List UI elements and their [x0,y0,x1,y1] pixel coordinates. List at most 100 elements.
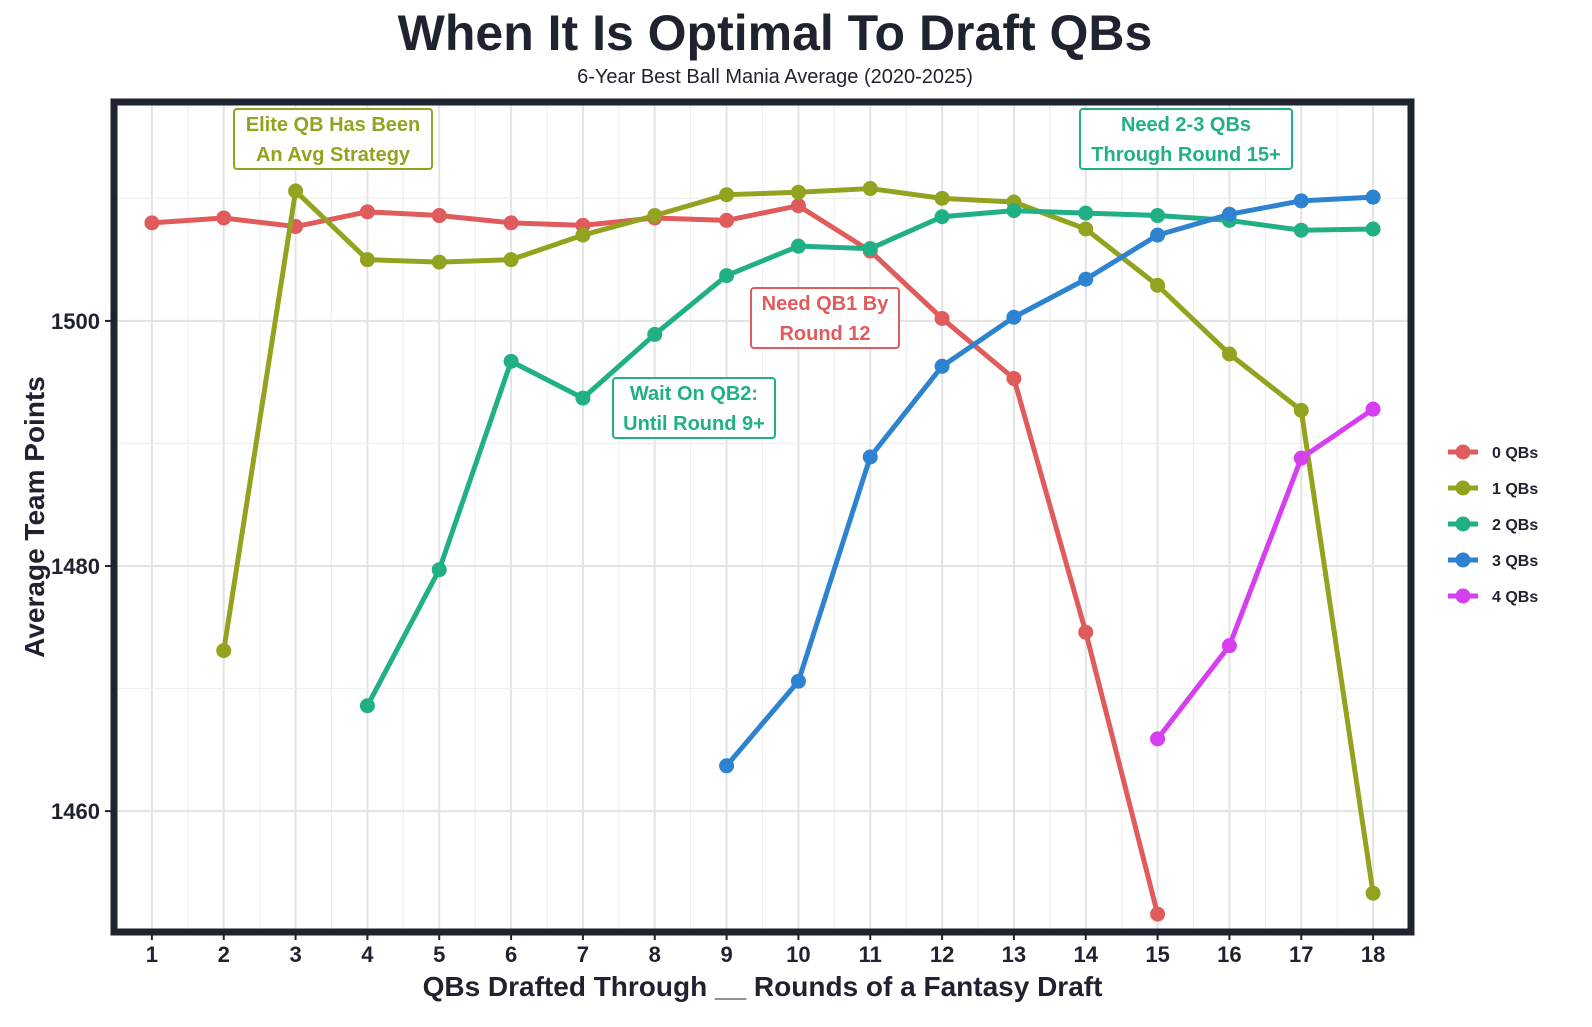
annotations: Elite QB Has Been An Avg Strategy Need 2-3… [233,108,1293,439]
data-point [431,562,447,578]
data-point [1150,227,1166,243]
legend-swatch-dot [1455,444,1471,460]
data-point [719,758,735,774]
legend-swatch-dot [1455,588,1471,604]
data-point [719,268,735,284]
data-point [1293,193,1309,209]
annotation-text: Through Round 15+ [1091,144,1280,166]
data-point [647,326,663,342]
x-tick-label: 18 [1361,942,1385,967]
data-point [790,673,806,689]
data-point [862,241,878,257]
legend-label: 4 QBs [1492,589,1538,606]
data-point [1365,885,1381,901]
data-point [1150,277,1166,293]
x-tick-label: 2 [218,942,230,967]
data-point [934,209,950,225]
data-point [1365,401,1381,417]
data-point [1293,222,1309,238]
data-point [1365,221,1381,237]
series-lines [144,181,1381,922]
data-point [719,212,735,228]
data-point [1006,309,1022,325]
data-point [1078,624,1094,640]
x-tick-label: 1 [146,942,158,967]
legend-swatch-dot [1455,480,1471,496]
series-line [724,194,1376,769]
series-4 [1150,401,1381,747]
data-point [359,252,375,268]
annotation-box: Need QB1 By Round 12 [750,287,900,349]
annotation-text: Elite QB Has Been [246,114,421,136]
data-point [862,181,878,197]
chart-subtitle: 6-Year Best Ball Mania Average (2020-202… [577,66,973,88]
data-point [790,198,806,214]
data-point [1365,189,1381,205]
data-point [647,208,663,224]
data-point [934,358,950,374]
data-point [216,643,232,659]
data-point [1150,208,1166,224]
series-line [1155,406,1376,742]
data-point [790,184,806,200]
x-tick-label: 15 [1145,942,1169,967]
x-tick-label: 8 [649,942,661,967]
data-point [359,698,375,714]
data-point [1006,371,1022,387]
data-point [575,227,591,243]
data-point [1221,346,1237,362]
panel-border [110,98,1415,936]
annotation-box: Need 2-3 QBs Through Round 15+ [1079,108,1293,170]
x-axis-label: QBs Drafted Through __ Rounds of a Fanta… [423,971,1103,1002]
data-point [216,210,232,226]
data-point [503,252,519,268]
legend-label: 1 QBs [1492,481,1538,498]
x-tick-label: 11 [859,942,882,967]
legend-item: 0 QBs [1448,444,1538,462]
x-tick-label: 16 [1217,942,1241,967]
annotation-text: Until Round 9+ [623,413,765,435]
annotation-text: An Avg Strategy [256,144,411,166]
annotation-text: Wait On QB2: [630,383,758,405]
data-point [503,215,519,231]
data-point [144,215,160,231]
annotation-frame [233,108,433,170]
data-point [862,449,878,465]
x-tick-label: 10 [786,942,810,967]
data-point [359,204,375,220]
y-tick-label: 1460 [51,799,100,824]
series-3 [719,189,1381,774]
data-point [1006,203,1022,219]
data-point [1150,906,1166,922]
data-point [431,208,447,224]
annotation-text: Round 12 [779,323,870,345]
x-tick-label: 5 [433,942,445,967]
x-tick-label: 4 [361,942,374,967]
legend-item: 3 QBs [1448,552,1538,570]
y-tick-label: 1480 [51,554,100,579]
x-tick-label: 12 [930,942,954,967]
legend-item: 4 QBs [1448,588,1538,606]
legend-item: 2 QBs [1448,516,1538,534]
data-point [288,183,304,199]
legend-label: 2 QBs [1492,517,1538,534]
data-point [934,190,950,206]
chart-title: When It Is Optimal To Draft QBs [397,5,1153,61]
legend-swatch-dot [1455,516,1471,532]
data-point [1078,205,1094,221]
data-point [790,238,806,254]
data-point [1078,271,1094,287]
data-point [575,390,591,406]
data-point [503,353,519,369]
annotation-frame [1079,108,1293,170]
series-1 [216,181,1381,901]
legend-label: 0 QBs [1492,445,1538,462]
y-tick-label: 1500 [51,309,100,334]
annotation-frame [612,377,776,439]
x-tick-label: 6 [505,942,517,967]
x-tick-label: 7 [577,942,589,967]
x-tick-label: 3 [289,942,301,967]
legend-swatch-dot [1455,552,1471,568]
